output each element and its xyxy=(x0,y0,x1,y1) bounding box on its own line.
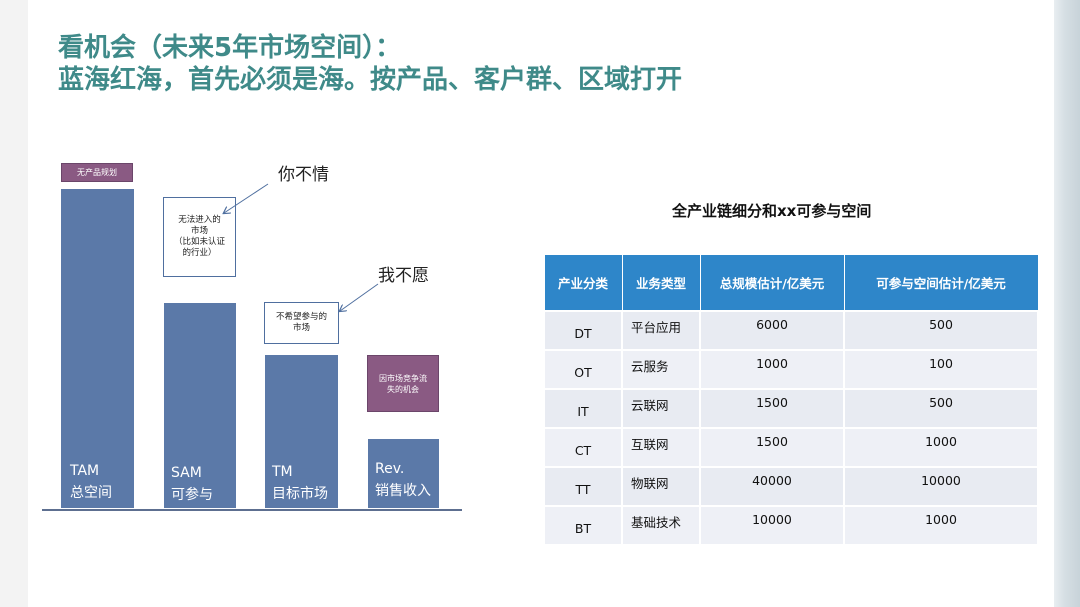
tam-bar-label: TAM 总空间 xyxy=(70,460,112,504)
unreachable-line2: 市场 xyxy=(190,226,208,236)
chart-baseline xyxy=(42,509,462,511)
callout-dont-want: 你不情 xyxy=(278,165,329,185)
cell-total: 1000 xyxy=(699,349,845,390)
cell-participable: 500 xyxy=(843,388,1039,429)
sam-label-zh: 可参与 xyxy=(171,487,213,503)
header-industry-category: 产业分类 xyxy=(543,254,623,312)
cell-category: IT xyxy=(543,388,623,429)
sam-label-en: SAM xyxy=(171,465,202,481)
table-row: TT 物联网 40000 10000 xyxy=(543,466,1039,507)
slide-edge-decoration xyxy=(1054,0,1080,607)
table-header-row: 产业分类 业务类型 总规模估计/亿美元 可参与空间估计/亿美元 xyxy=(543,254,1039,312)
cell-category: CT xyxy=(543,427,623,468)
table-row: OT 云服务 1000 100 xyxy=(543,349,1039,390)
slide-title-line2: 蓝海红海，首先必须是海。按产品、客户群、区域打开 xyxy=(58,65,683,95)
unwilling-line2: 市场 xyxy=(292,323,310,333)
unwilling-line1: 不希望参与的 xyxy=(275,312,327,322)
header-total-size: 总规模估计/亿美元 xyxy=(699,254,845,312)
cell-category: DT xyxy=(543,310,623,351)
tam-label-zh: 总空间 xyxy=(70,485,112,501)
tam-label-en: TAM xyxy=(70,463,100,479)
cell-type: 云服务 xyxy=(621,349,701,390)
slide-title: 看机会（未来5年市场空间）： 蓝海红海，首先必须是海。按产品、客户群、区域打开 xyxy=(58,32,682,96)
cell-type: 物联网 xyxy=(621,466,701,507)
cell-participable: 10000 xyxy=(843,466,1039,507)
slide-title-line1: 看机会（未来5年市场空间）： xyxy=(58,33,402,63)
cell-total: 6000 xyxy=(699,310,845,351)
cell-participable: 1000 xyxy=(843,505,1039,546)
sam-bar xyxy=(163,302,237,509)
arrow-to-unreachable xyxy=(224,183,269,213)
cell-participable: 100 xyxy=(843,349,1039,390)
unreachable-line1: 无法进入的 xyxy=(178,215,221,225)
cell-category: BT xyxy=(543,505,623,546)
tm-label-zh: 目标市场 xyxy=(272,486,328,502)
cell-type: 互联网 xyxy=(621,427,701,468)
cell-total: 1500 xyxy=(699,388,845,429)
table-row: CT 互联网 1500 1000 xyxy=(543,427,1039,468)
table-row: IT 云联网 1500 500 xyxy=(543,388,1039,429)
cell-total: 1500 xyxy=(699,427,845,468)
cell-type: 云联网 xyxy=(621,388,701,429)
revenue-bar-label: Rev. 销售收入 xyxy=(375,458,431,502)
header-participable-space: 可参与空间估计/亿美元 xyxy=(843,254,1039,312)
no-product-plan-label: 无产品规划 xyxy=(61,163,133,182)
tm-bar xyxy=(264,354,339,509)
cell-participable: 1000 xyxy=(843,427,1039,468)
revenue-label-en: Rev. xyxy=(375,461,405,477)
tm-bar-label: TM 目标市场 xyxy=(272,461,328,505)
tam-bar xyxy=(60,188,135,509)
revenue-bar xyxy=(367,438,440,509)
cell-total: 10000 xyxy=(699,505,845,546)
unreachable-line4: 的行业） xyxy=(182,248,217,258)
table-row: BT 基础技术 10000 1000 xyxy=(543,505,1039,546)
lost-box-line2: 失的机会 xyxy=(387,384,419,394)
unreachable-line3: （比如未认证 xyxy=(173,237,225,247)
lost-opportunity-box: 因市场竞争流 失的机会 xyxy=(367,355,439,412)
market-space-table: 产业分类 业务类型 总规模估计/亿美元 可参与空间估计/亿美元 DT 平台应用 … xyxy=(543,254,1039,546)
unwilling-market-box: 不希望参与的 市场 xyxy=(264,302,339,344)
lost-box-line1: 因市场竞争流 xyxy=(379,373,427,383)
cell-participable: 500 xyxy=(843,310,1039,351)
header-business-type: 业务类型 xyxy=(621,254,701,312)
table-row: DT 平台应用 6000 500 xyxy=(543,310,1039,351)
sam-bar-label: SAM 可参与 xyxy=(171,462,213,506)
revenue-label-zh: 销售收入 xyxy=(375,483,431,499)
cell-category: OT xyxy=(543,349,623,390)
cell-total: 40000 xyxy=(699,466,845,507)
callout-unwilling: 我不愿 xyxy=(378,266,429,286)
cell-type: 平台应用 xyxy=(621,310,701,351)
cell-category: TT xyxy=(543,466,623,507)
table-title: 全产业链细分和xx可参与空间 xyxy=(672,202,872,220)
arrow-to-unwilling xyxy=(340,283,379,311)
tm-label-en: TM xyxy=(272,464,293,480)
cell-type: 基础技术 xyxy=(621,505,701,546)
